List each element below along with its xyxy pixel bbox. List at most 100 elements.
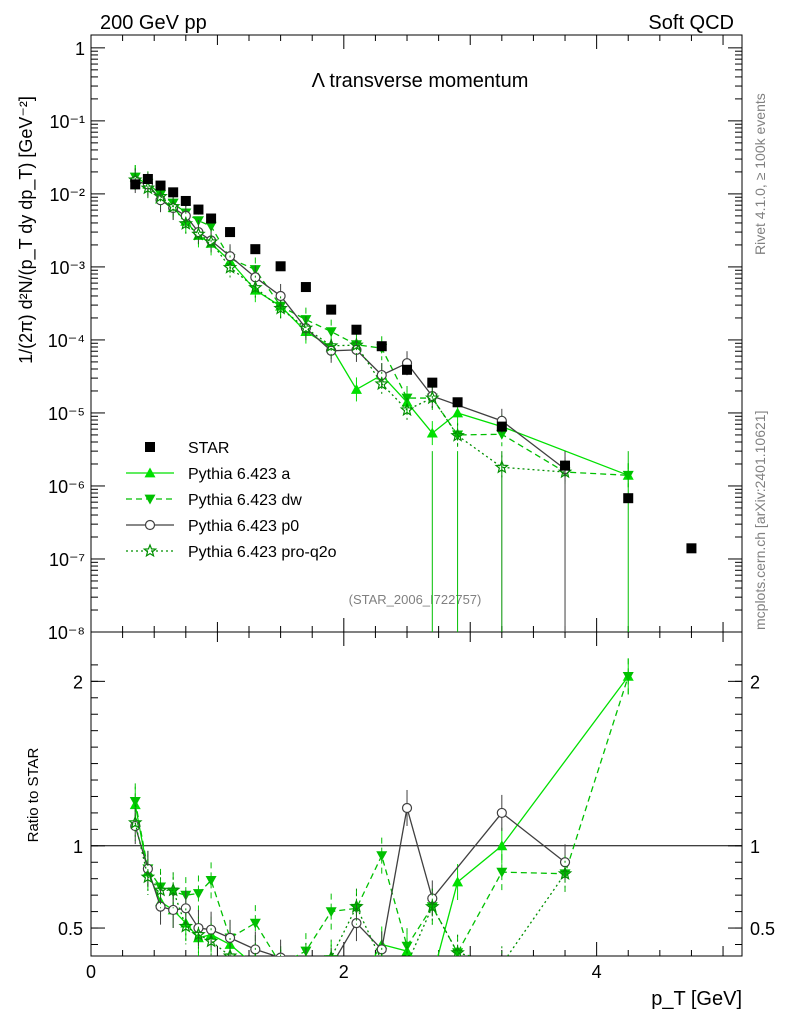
- legend-label: Pythia 6.423 p0: [188, 518, 299, 535]
- legend-item: STAR: [145, 440, 229, 457]
- legend-item: Pythia 6.423 p0: [126, 518, 299, 535]
- ratio-marker: [557, 866, 573, 880]
- series-marker: [191, 226, 206, 241]
- star-data-point: [180, 195, 191, 206]
- series-marker: [450, 427, 465, 442]
- rivet-version-label: Rivet 4.1.0, ≥ 100k events: [752, 93, 768, 255]
- legend-item: Pythia 6.423 dw: [126, 492, 302, 509]
- ratio-marker: [325, 907, 337, 918]
- series-marker: [222, 259, 238, 274]
- ratio-marker: [496, 958, 507, 969]
- ratio-marker: [155, 901, 166, 912]
- ratio-marker: [323, 950, 339, 956]
- y-tick-label: 10⁻⁴: [48, 331, 85, 351]
- ratio-tick-label-right: 1: [750, 837, 760, 857]
- legend-label: Pythia 6.423 a: [188, 466, 290, 483]
- ratio-marker: [351, 918, 362, 929]
- ratio-marker: [380, 953, 383, 956]
- ratio-marker: [180, 903, 191, 914]
- series-marker: [323, 338, 339, 353]
- y-tick-label: 1: [75, 39, 85, 59]
- ratio-marker: [425, 899, 440, 913]
- series-marker: [180, 210, 191, 221]
- ratio-marker: [203, 933, 219, 948]
- ratio-marker: [275, 962, 286, 973]
- ratio-marker: [351, 980, 362, 990]
- series-marker: [273, 300, 288, 315]
- legend-marker: [144, 494, 156, 505]
- star-data-point: [300, 282, 311, 293]
- ratio-marker: [153, 882, 168, 897]
- main-plot-area: [127, 165, 697, 632]
- ratio-marker: [250, 960, 261, 970]
- ratio-marker: [224, 932, 236, 944]
- plot-title: Λ transverse momentum: [312, 70, 529, 92]
- y-tick-label: 10⁻¹: [49, 112, 85, 132]
- series-marker: [452, 407, 464, 418]
- series-marker: [275, 290, 286, 302]
- star-data-point: [351, 324, 362, 335]
- legend-label: Pythia 6.423 pro-q2o: [188, 544, 337, 561]
- ratio-y-axis-label: Ratio to STAR: [25, 747, 42, 842]
- legend-marker: [145, 442, 155, 452]
- ratio-marker: [191, 926, 206, 941]
- ratio-marker: [140, 869, 156, 884]
- legend-marker: [144, 467, 156, 478]
- x-tick-label: 4: [592, 962, 602, 982]
- ratio-marker: [127, 815, 143, 829]
- ratio-marker: [349, 899, 364, 913]
- y-tick-label: 10⁻³: [49, 258, 85, 278]
- mcplots-source-label: mcplots.cern.ch [arXiv:2401.10621]: [752, 411, 768, 630]
- ratio-marker: [427, 972, 438, 982]
- main-plot-frame: [90, 34, 743, 633]
- ratio-marker: [222, 948, 238, 956]
- ratio-marker: [401, 958, 412, 969]
- series-marker: [496, 429, 508, 440]
- star-data-point: [193, 204, 204, 215]
- ratio-marker: [401, 802, 413, 814]
- ratio-tick-label-right: 0.5: [750, 919, 775, 939]
- analysis-id: (STAR_2006_I722757): [349, 592, 482, 607]
- ratio-marker: [496, 840, 508, 851]
- ratio-marker: [622, 672, 634, 682]
- series-marker: [298, 320, 314, 335]
- y-tick-label: 10⁻⁵: [48, 404, 85, 424]
- series-marker: [248, 280, 263, 294]
- ratio-marker: [327, 961, 336, 970]
- series-marker: [349, 337, 364, 352]
- series-marker: [374, 376, 390, 391]
- star-data-point: [130, 179, 141, 190]
- star-data-point: [142, 173, 153, 184]
- y-tick-label: 10⁻⁶: [48, 477, 85, 497]
- legend-marker: [144, 519, 156, 531]
- ratio-tick-label: 0.5: [58, 919, 83, 939]
- axis-ticks: 0 2 4 1 10⁻¹ 10⁻² 10⁻³ 10⁻⁴ 10⁻⁵ 10⁻⁶ 10⁻⁷ 10⁻⁸ 0.5 0…: [48, 35, 775, 982]
- ratio-marker: [496, 867, 508, 878]
- star-data-point: [275, 261, 286, 272]
- ratio-marker: [178, 918, 194, 933]
- star-data-point: [560, 460, 571, 471]
- ratio-tick-label: 2: [73, 672, 83, 692]
- ratio-marker: [129, 797, 141, 807]
- ratio-marker: [275, 952, 286, 956]
- series-marker: [325, 327, 337, 338]
- ratio-marker: [376, 851, 388, 862]
- x-tick-label: 0: [86, 962, 96, 982]
- y-tick-label: 10⁻²: [49, 185, 85, 205]
- ratio-plot-frame: [90, 631, 743, 957]
- ratio-marker: [450, 945, 465, 956]
- series-marker: [376, 369, 387, 381]
- star-data-point: [168, 187, 179, 198]
- x-tick-label: 2: [339, 962, 349, 982]
- series-marker: [350, 383, 362, 394]
- ratio-marker: [254, 953, 257, 956]
- star-data-point: [496, 421, 507, 432]
- star-data-point: [427, 377, 438, 388]
- star-data-point: [326, 304, 337, 315]
- ratio-tick-label: 1: [73, 837, 83, 857]
- ratio-marker: [165, 882, 181, 897]
- series-marker: [140, 180, 156, 195]
- star-data-point: [402, 364, 413, 375]
- y-tick-label: 10⁻⁸: [48, 623, 85, 643]
